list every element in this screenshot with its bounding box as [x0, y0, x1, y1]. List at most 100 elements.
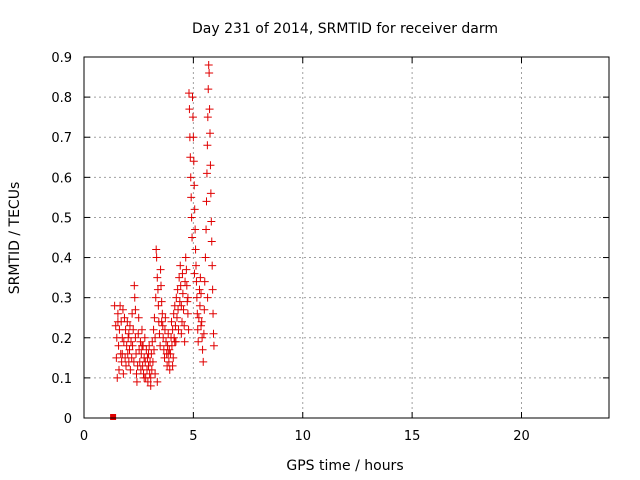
data-point [198, 345, 207, 354]
x-tick-label: 20 [513, 429, 530, 444]
data-point [155, 329, 164, 338]
data-point [123, 317, 132, 326]
data-point [186, 153, 195, 162]
data-point [120, 313, 129, 322]
data-point [122, 361, 130, 370]
data-point [189, 133, 198, 142]
y-tick-label: 0.8 [51, 91, 72, 106]
data-point [191, 225, 200, 234]
data-point [197, 317, 206, 326]
data-point [144, 361, 153, 370]
data-point [149, 325, 158, 334]
data-point [124, 333, 133, 342]
data-point [177, 301, 186, 310]
y-tick-label: 0 [64, 412, 72, 427]
data-point [174, 325, 183, 334]
data-point [189, 157, 198, 166]
data-point [206, 129, 214, 138]
data-point [160, 325, 169, 334]
data-point [132, 377, 141, 386]
data-point [130, 293, 139, 302]
data-point [190, 269, 199, 278]
data-point [118, 349, 127, 358]
data-point [197, 321, 206, 330]
data-point [151, 293, 160, 302]
data-point [167, 341, 176, 350]
data-point [208, 285, 217, 294]
data-point [131, 333, 140, 342]
data-point [137, 325, 146, 334]
data-point [148, 337, 157, 346]
square-marker [110, 414, 117, 420]
data-point [135, 345, 144, 354]
data-point [180, 321, 189, 330]
data-point [162, 337, 171, 346]
data-point [178, 317, 186, 326]
data-point [158, 321, 167, 330]
data-point [147, 365, 156, 374]
data-point [165, 345, 174, 354]
data-point [145, 341, 154, 350]
y-tick-label: 0.4 [51, 252, 72, 267]
data-point [177, 329, 186, 338]
data-point [182, 265, 191, 274]
data-point [183, 309, 192, 318]
data-point [160, 353, 169, 362]
data-point [125, 321, 134, 330]
data-point [181, 277, 190, 286]
data-point [113, 373, 122, 382]
data-point [137, 349, 146, 358]
data-point [151, 333, 160, 342]
data-point [178, 269, 187, 278]
data-point [164, 357, 173, 366]
data-point [169, 309, 178, 318]
y-tick-label: 0.6 [51, 171, 72, 186]
data-point [202, 225, 211, 234]
data-point [206, 161, 215, 170]
grid [84, 57, 609, 418]
data-point [157, 281, 165, 290]
data-point [142, 345, 151, 354]
data-point [205, 69, 214, 78]
data-point [157, 297, 166, 306]
data-point [134, 329, 143, 338]
data-point [134, 313, 143, 322]
data-point [178, 289, 187, 298]
data-point [136, 337, 145, 346]
data-point [159, 333, 168, 342]
data-point [156, 265, 165, 274]
data-point [197, 289, 206, 298]
data-point [194, 313, 203, 322]
data-point [117, 357, 126, 366]
data-point [202, 169, 211, 178]
data-point [132, 369, 141, 378]
x-tick-label: 10 [294, 429, 311, 444]
data-point [184, 325, 193, 334]
data-point [151, 369, 160, 378]
data-point [209, 329, 218, 338]
data-point [127, 353, 136, 362]
y-tick-label: 0.9 [51, 51, 72, 66]
data-point [153, 273, 162, 282]
data-point [168, 361, 177, 370]
y-tick-labels: 0 0.1 0.2 0.3 0.4 0.5 0.6 0.7 0.8 0.9 [51, 51, 72, 427]
data-point [203, 113, 212, 122]
data-point [209, 309, 218, 318]
data-point [202, 197, 211, 206]
data-point [183, 293, 192, 302]
data-point [188, 233, 197, 242]
data-point [150, 345, 158, 354]
data-point [140, 373, 149, 382]
data-point [119, 369, 128, 378]
data-point [190, 205, 199, 214]
data-point [183, 297, 192, 306]
data-point [118, 305, 127, 314]
data-point [207, 237, 216, 246]
plot-frame [83, 56, 610, 419]
data-point [140, 333, 149, 342]
data-point [188, 113, 197, 122]
data-point [128, 341, 137, 350]
data-point [167, 317, 176, 326]
data-point [179, 305, 188, 314]
data-point [130, 281, 139, 290]
